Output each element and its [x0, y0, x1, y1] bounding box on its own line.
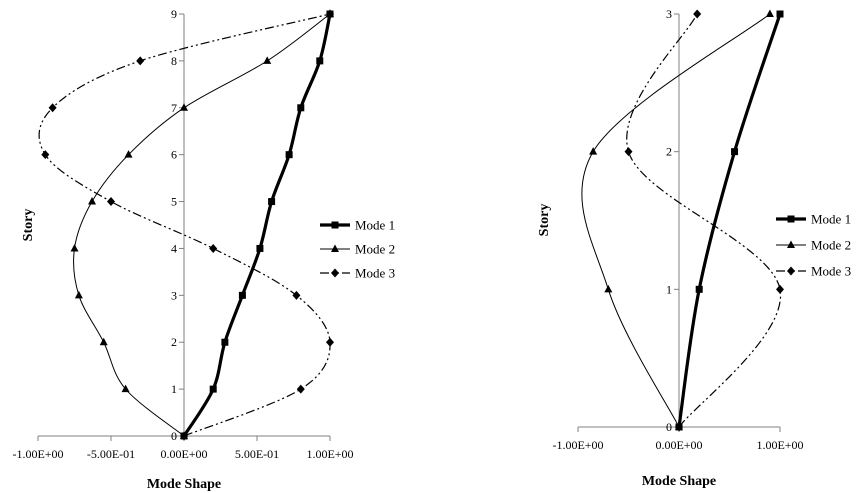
series-mode-2-point [263, 56, 272, 64]
series-mode-3-point [624, 147, 633, 157]
series-mode-3-point [326, 337, 334, 347]
series-mode-2-point [88, 197, 97, 205]
legend-mode-1-label: Mode 1 [355, 218, 395, 233]
series-mode-1-line [182, 13, 332, 437]
y-tick-label: 7 [171, 101, 177, 115]
series-mode-2-line [73, 13, 331, 437]
y-axis-title: Story [537, 204, 552, 237]
series-mode-3-point [292, 290, 301, 300]
series-mode-2-point [765, 9, 774, 17]
series-mode-3-point [48, 103, 57, 113]
chart-left: -1.00E+00 -5.00E-01 0.00E+00 5.00E-01 1.00E+… [12, 7, 395, 492]
series-mode-1-point [209, 385, 217, 393]
series-mode-3-point [41, 150, 50, 160]
series-mode-1-point [776, 10, 784, 18]
x-tick-label: 1.00E+00 [756, 438, 803, 452]
series-mode-1-point [238, 291, 246, 299]
series-mode-1-point [316, 57, 324, 65]
x-tick-label: 0.00E+00 [160, 447, 207, 461]
y-tick-label: 1 [666, 282, 672, 296]
series-mode-2-point [70, 243, 79, 252]
series-mode-1-point [297, 104, 305, 112]
series-mode-1-point [285, 151, 293, 159]
series-mode-1-point [268, 198, 276, 206]
x-axis-title: Mode Shape [642, 474, 716, 489]
y-tick-label: 1 [171, 382, 177, 396]
legend-mode-2-marker [331, 244, 339, 252]
y-tick-label: 6 [171, 148, 177, 162]
legend-mode-3-label: Mode 3 [355, 266, 395, 281]
series-mode-3-point [776, 284, 784, 294]
series-mode-1-point [695, 285, 703, 293]
legend-mode-3-marker [787, 266, 795, 276]
x-tick-label: 0.00E+00 [655, 438, 702, 452]
legend-mode-2-marker [787, 240, 795, 248]
x-tick-label: -1.00E+00 [552, 438, 603, 452]
y-tick-label: 2 [171, 335, 177, 349]
y-tick-label: 4 [171, 241, 177, 255]
legend-mode-1-marker [331, 221, 339, 229]
series-mode-3-point [693, 9, 702, 19]
x-tick-label: 1.00E+00 [306, 447, 353, 461]
series-mode-2-point [180, 103, 188, 111]
series-mode-3-point [209, 243, 218, 253]
series-mode-3-line [626, 13, 781, 428]
series-mode-3-point [326, 9, 334, 19]
series-mode-3-point [136, 56, 145, 66]
y-tick-label: 0 [171, 429, 177, 443]
y-tick-label: 5 [171, 195, 177, 209]
series-mode-2-point [124, 150, 133, 158]
series-mode-2-point [74, 290, 83, 299]
series-mode-3-point [107, 197, 115, 207]
x-tick-label: -5.00E-01 [87, 447, 135, 461]
series-mode-1-line [677, 13, 782, 428]
y-axis-title: Story [21, 209, 36, 242]
legend-mode-1-marker [787, 215, 795, 223]
series-mode-2-point [99, 337, 108, 346]
series-mode-2-line [581, 13, 771, 428]
series-mode-3-point [296, 384, 305, 394]
series-mode-3-line [38, 13, 331, 437]
legend-mode-1-label: Mode 1 [811, 212, 851, 227]
legend-mode-3-marker [331, 268, 339, 278]
series-mode-3-point [180, 431, 188, 441]
series-mode-1-point [731, 148, 739, 156]
series-mode-2-point [589, 147, 598, 155]
y-tick-label: 8 [171, 54, 177, 68]
series-mode-2-point [604, 284, 613, 293]
legend-mode-2-label: Mode 2 [811, 238, 851, 253]
legend-mode-2-label: Mode 2 [355, 242, 395, 257]
series-mode-1-point [256, 244, 264, 252]
x-axis-title: Mode Shape [147, 477, 221, 492]
x-tick-label: 5.00E-01 [235, 447, 279, 461]
chart-right: -1.00E+00 0.00E+00 1.00E+00 0 1 2 3 Mode Shape S… [537, 7, 851, 489]
y-tick-label: 2 [666, 145, 672, 159]
x-tick-label: -1.00E+00 [12, 447, 63, 461]
y-tick-label: 9 [171, 7, 177, 21]
y-tick-label: 3 [666, 7, 672, 21]
series-mode-2-point [121, 384, 130, 393]
y-tick-label: 3 [171, 288, 177, 302]
series-mode-3-point [675, 422, 683, 432]
legend-mode-3-label: Mode 3 [811, 264, 851, 279]
y-tick-label: 0 [666, 420, 672, 434]
series-mode-1-point [221, 338, 229, 346]
